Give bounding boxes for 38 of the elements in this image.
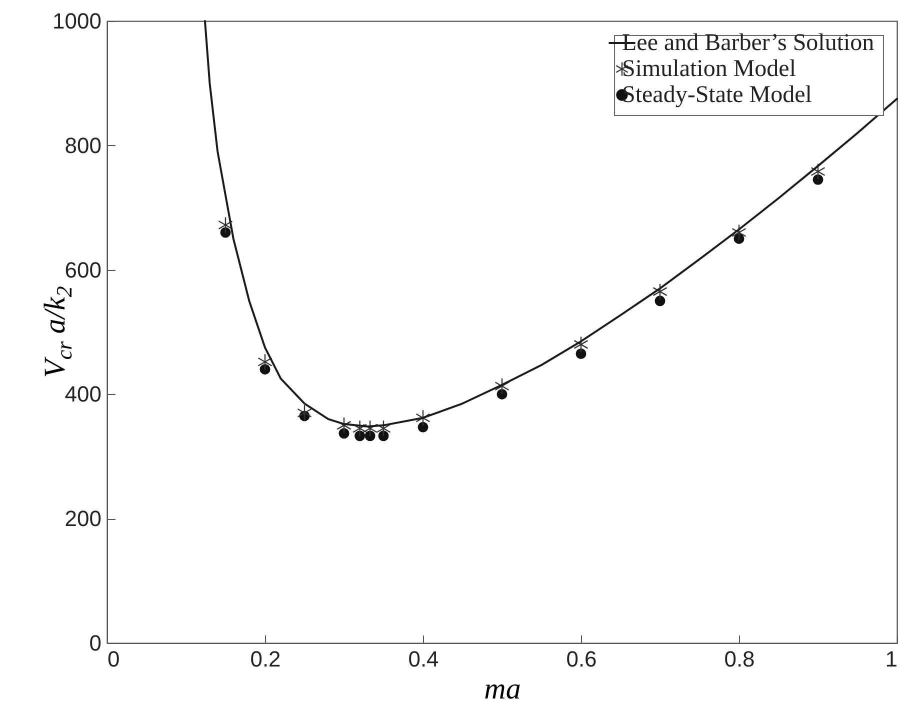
y-tick-label: 600 (64, 257, 102, 282)
point (378, 430, 389, 442)
x-axis-title: ma (484, 672, 521, 706)
x-tick-label: 1 (885, 646, 898, 672)
point (576, 348, 586, 360)
point (812, 174, 824, 185)
y-tick-label: 800 (64, 132, 102, 158)
x-tick-label: 0.2 (250, 646, 281, 672)
point (258, 354, 272, 370)
point (362, 420, 378, 437)
point (810, 163, 826, 180)
point (336, 416, 352, 434)
y-tick-label: 200 (64, 506, 102, 532)
point (418, 422, 428, 432)
point (218, 216, 233, 234)
x-tick-label: 0.8 (724, 646, 755, 672)
point (338, 428, 350, 439)
point (297, 404, 312, 422)
point (494, 378, 510, 394)
point (364, 430, 376, 442)
line-series (204, 20, 898, 428)
point (654, 296, 666, 306)
point (652, 283, 668, 300)
y-tick-label: 0 (89, 630, 102, 656)
point (732, 224, 746, 241)
y-tick-label: 1000 (52, 8, 102, 34)
x-tick-label: 0.4 (408, 646, 439, 672)
text: Lee and Barber’s Solution (622, 30, 874, 56)
x-tick-label: 0.6 (566, 646, 597, 672)
point (574, 336, 588, 353)
point (376, 420, 391, 437)
x-tick-label: 0 (108, 646, 120, 672)
point (416, 409, 430, 426)
point (260, 364, 270, 375)
point (496, 388, 508, 400)
legend-label: Simulation Model (622, 56, 796, 82)
y-tick-label: 400 (64, 382, 102, 407)
point (352, 420, 368, 437)
